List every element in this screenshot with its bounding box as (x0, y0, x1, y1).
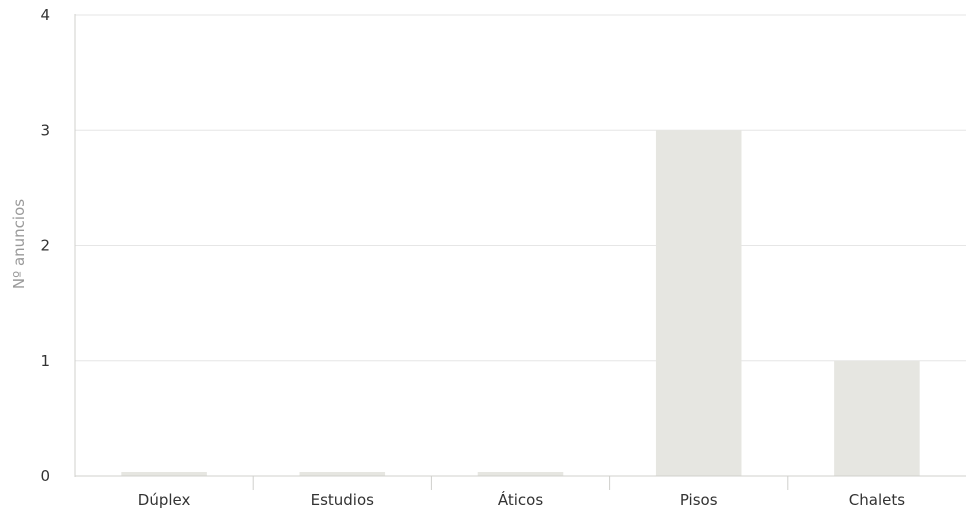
gridlines (75, 14, 966, 362)
bar-1 (299, 472, 386, 476)
x-tick-label-2: Áticos (498, 490, 543, 509)
x-tick-label-1: Estudios (311, 491, 375, 509)
bar-0 (121, 472, 207, 476)
bar-4 (834, 360, 920, 476)
x-tick-label-4: Chalets (849, 491, 905, 509)
x-tick-label-0: Dúplex (138, 491, 191, 509)
axis-labels: 0 1 2 3 4 Dúplex Estudios Áticos Pisos Chalets (40, 6, 905, 509)
y-axis-title: Nº anuncios (10, 199, 28, 289)
bar-3 (655, 130, 742, 476)
x-tick-label-3: Pisos (680, 491, 718, 509)
y-tick-label-0: 0 (40, 467, 50, 485)
bars (121, 130, 920, 476)
axes (74, 14, 966, 490)
y-tick-label-1: 1 (40, 352, 50, 370)
y-tick-label-4: 4 (40, 6, 50, 24)
y-tick-label-3: 3 (40, 121, 50, 139)
bar-2 (477, 472, 564, 476)
y-tick-label-2: 2 (40, 237, 50, 255)
